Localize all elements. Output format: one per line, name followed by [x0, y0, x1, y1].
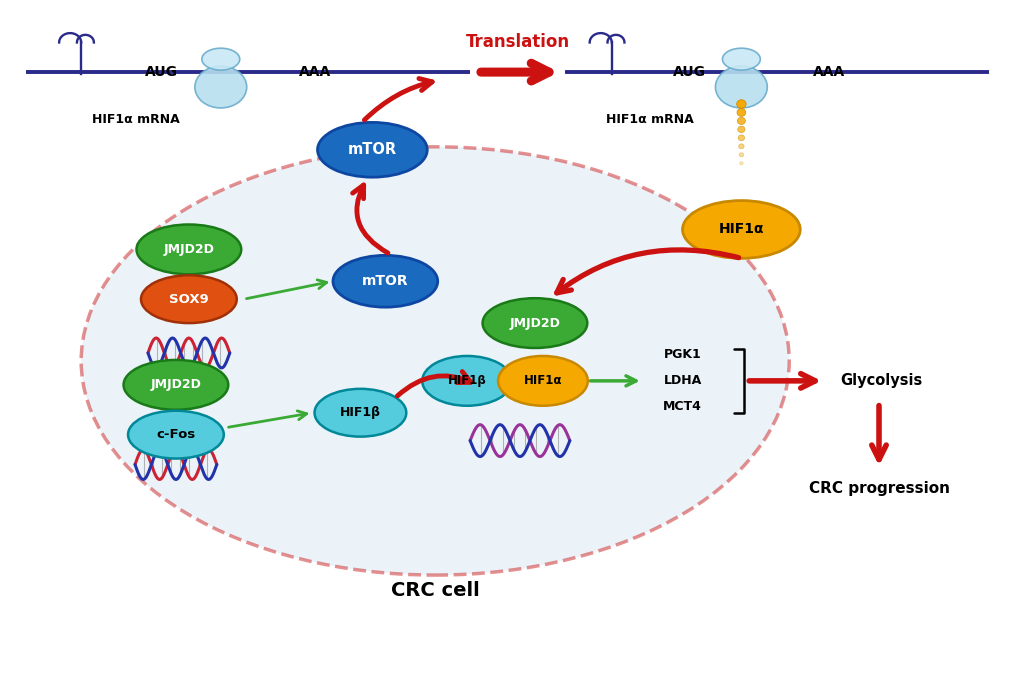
Ellipse shape: [738, 144, 744, 149]
Ellipse shape: [333, 256, 437, 307]
Text: AAA: AAA: [813, 65, 845, 79]
Ellipse shape: [81, 146, 790, 575]
Text: AUG: AUG: [144, 65, 177, 79]
Ellipse shape: [136, 225, 242, 274]
Text: LDHA: LDHA: [664, 375, 701, 388]
Ellipse shape: [736, 100, 746, 108]
Ellipse shape: [738, 135, 744, 141]
Text: HIF1α: HIF1α: [523, 375, 562, 388]
Text: HIF1β: HIF1β: [340, 406, 381, 419]
Text: Translation: Translation: [466, 33, 570, 51]
Text: CRC cell: CRC cell: [391, 580, 479, 600]
Text: AAA: AAA: [299, 65, 332, 79]
Text: JMJD2D: JMJD2D: [151, 379, 202, 391]
Ellipse shape: [202, 48, 240, 70]
Text: SOX9: SOX9: [169, 293, 209, 305]
Text: CRC progression: CRC progression: [809, 481, 949, 496]
Text: mTOR: mTOR: [348, 142, 397, 158]
Ellipse shape: [737, 108, 745, 116]
Text: HIF1β: HIF1β: [447, 375, 486, 388]
Text: HIF1α mRNA: HIF1α mRNA: [92, 113, 180, 126]
Text: mTOR: mTOR: [362, 274, 409, 288]
Ellipse shape: [498, 356, 588, 406]
Ellipse shape: [482, 299, 588, 348]
Text: MCT4: MCT4: [664, 400, 702, 413]
Ellipse shape: [141, 275, 237, 323]
Ellipse shape: [314, 389, 407, 437]
Ellipse shape: [195, 66, 247, 108]
Ellipse shape: [422, 356, 512, 406]
Text: AUG: AUG: [673, 65, 706, 79]
Ellipse shape: [739, 162, 743, 165]
Text: JMJD2D: JMJD2D: [510, 316, 560, 330]
Text: c-Fos: c-Fos: [157, 428, 196, 441]
Ellipse shape: [317, 122, 427, 177]
Ellipse shape: [683, 200, 800, 258]
Ellipse shape: [722, 48, 761, 70]
Text: PGK1: PGK1: [664, 348, 701, 361]
Ellipse shape: [128, 410, 224, 459]
Ellipse shape: [124, 360, 228, 410]
Ellipse shape: [737, 117, 745, 124]
Ellipse shape: [739, 153, 743, 157]
Text: Glycolysis: Glycolysis: [840, 373, 923, 388]
Ellipse shape: [737, 126, 745, 133]
Text: HIF1α: HIF1α: [719, 223, 764, 236]
Text: HIF1α mRNA: HIF1α mRNA: [606, 113, 693, 126]
Ellipse shape: [716, 66, 767, 108]
Text: JMJD2D: JMJD2D: [164, 243, 214, 256]
